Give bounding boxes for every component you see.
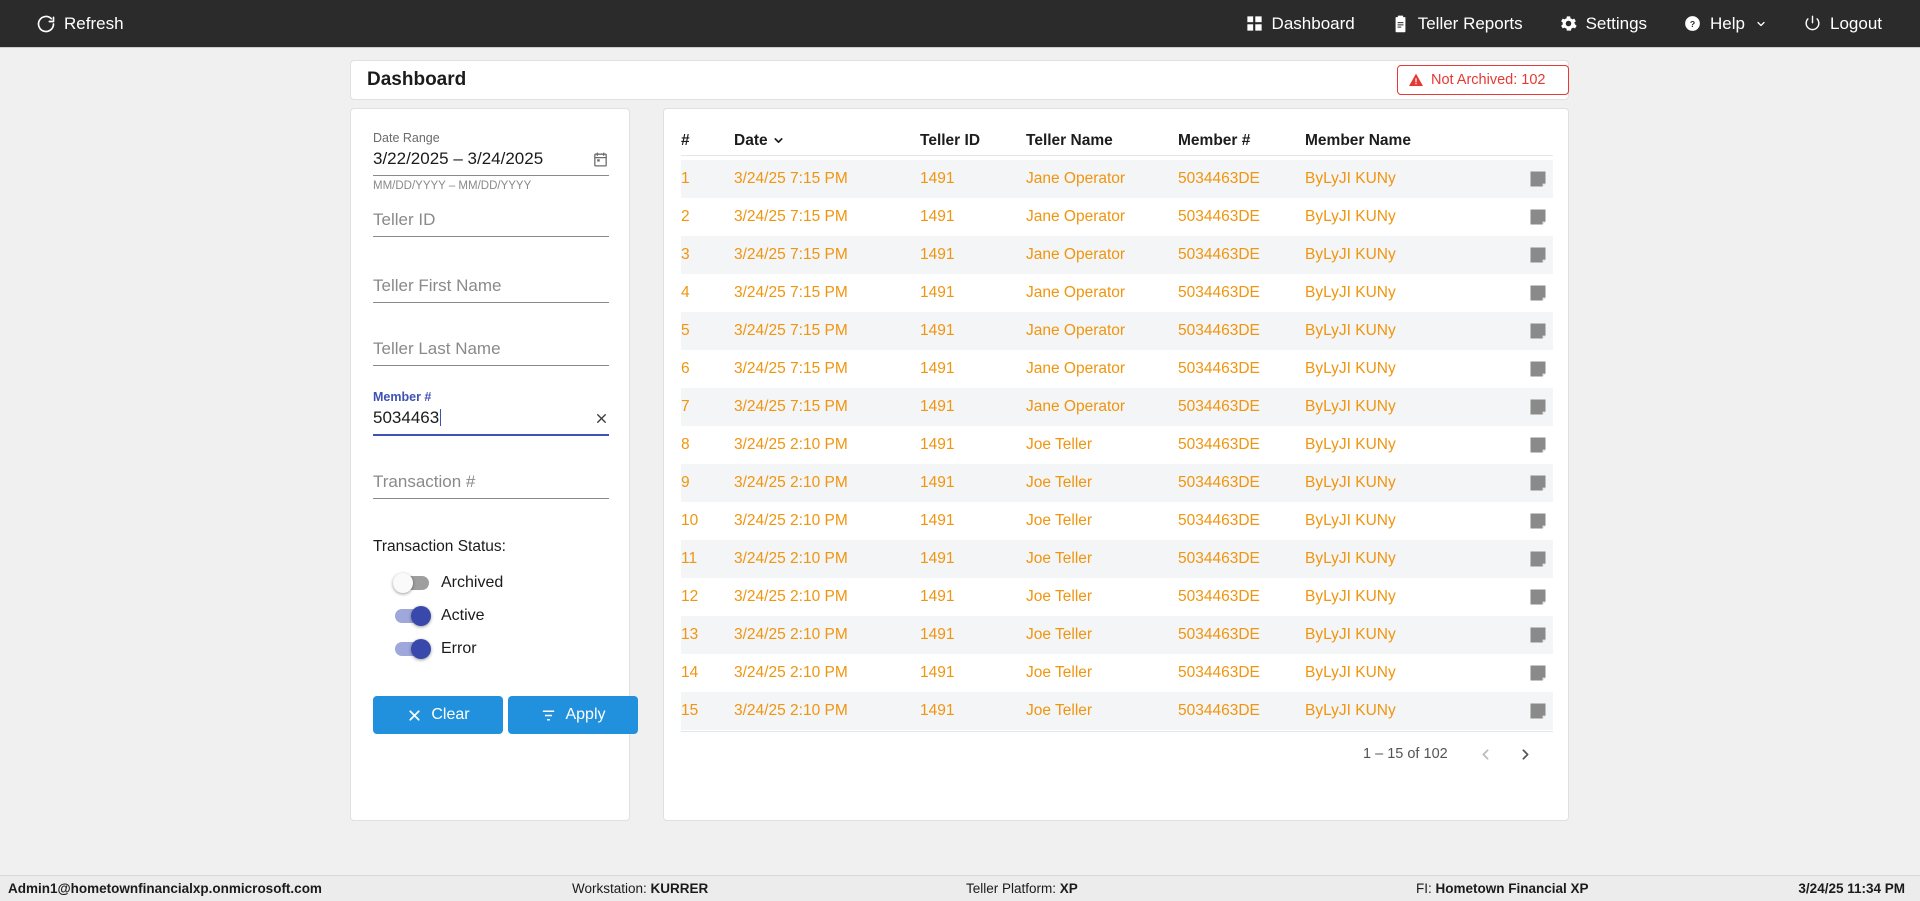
svg-text:?: ?	[1690, 19, 1695, 29]
